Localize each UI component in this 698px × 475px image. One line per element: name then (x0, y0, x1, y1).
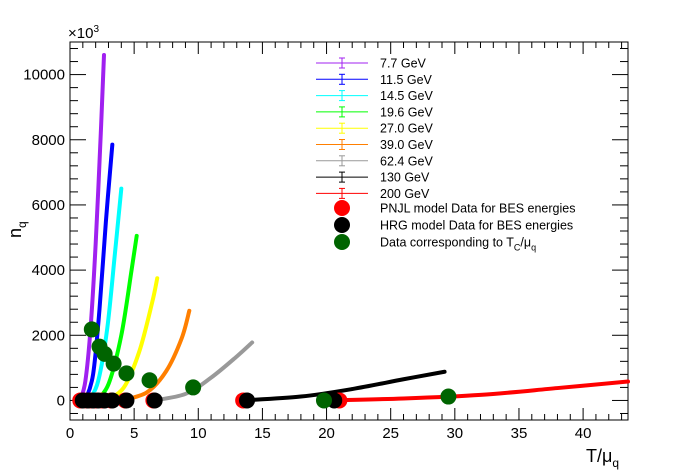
x-tick-label: 5 (130, 425, 138, 442)
series-line-39-0-gev (119, 308, 192, 403)
hrg-point (104, 392, 121, 409)
y-tick-label: 10000 (23, 67, 65, 84)
tc-point (185, 379, 202, 396)
legend-marker (334, 234, 350, 250)
x-tick-label: 20 (318, 425, 335, 442)
y-tick-label: 4000 (32, 262, 65, 279)
x-tick-label: 25 (382, 425, 399, 442)
tc-point (440, 388, 457, 405)
series-line-7-7-gev (78, 53, 106, 403)
x-tick-label: 40 (575, 425, 592, 442)
y-tick-label: 8000 (32, 132, 65, 149)
series-line-27-0-gev (103, 276, 160, 403)
legend: 7.7 GeV 11.5 GeV 14.5 GeV 19.6 GeV 27.0 GeV 3… (316, 57, 575, 253)
x-tick-labels: 0 5 10 15 20 25 30 35 40 (66, 425, 592, 442)
tc-point (83, 321, 100, 338)
x-axis-title: T/μq (586, 446, 619, 470)
legend-label: PNJL model Data for BES energies (380, 202, 575, 216)
tc-point (105, 355, 122, 372)
legend-label: Data corresponding to TC/μq (380, 236, 536, 253)
series-line-11-5-gev (83, 142, 115, 403)
y-tick-label: 6000 (32, 197, 65, 214)
legend-label: HRG model Data for BES energies (380, 219, 573, 233)
legend-label: 39.0 GeV (380, 138, 433, 152)
series-line-19-6-gev (93, 233, 139, 403)
legend-label: 7.7 GeV (380, 57, 427, 71)
marker-points (72, 321, 457, 409)
series-line-14-5-gev (87, 186, 124, 403)
series-lines (78, 53, 630, 403)
series-line-62-4-gev (151, 340, 255, 403)
y-tick-labels: 0 2000 4000 6000 8000 10000 (23, 67, 65, 410)
x-tick-label: 15 (254, 425, 271, 442)
y-multiplier: ×103 (68, 24, 99, 42)
tc-point (315, 392, 332, 409)
hrg-point (118, 392, 135, 409)
x-tick-label: 35 (511, 425, 528, 442)
x-tick-label: 0 (66, 425, 74, 442)
legend-marker (334, 200, 350, 216)
legend-label: 62.4 GeV (380, 154, 433, 168)
legend-label: 14.5 GeV (380, 89, 433, 103)
legend-label: 27.0 GeV (380, 122, 433, 136)
series-line-130-gev (241, 369, 447, 403)
legend-label: 130 GeV (380, 171, 430, 185)
legend-label: 200 GeV (380, 187, 430, 201)
tc-point (118, 365, 135, 382)
y-tick-label: 2000 (32, 327, 65, 344)
x-tick-label: 10 (190, 425, 207, 442)
hrg-point (146, 392, 163, 409)
x-tick-label: 30 (446, 425, 463, 442)
series-line-200-gev (324, 379, 630, 403)
y-tick-label: 0 (57, 392, 65, 409)
legend-marker (334, 217, 350, 233)
legend-label: 11.5 GeV (380, 73, 433, 87)
legend-label: 19.6 GeV (380, 105, 433, 119)
tc-point (141, 372, 158, 389)
hrg-point (239, 392, 256, 409)
y-axis-title: nq (5, 221, 29, 238)
